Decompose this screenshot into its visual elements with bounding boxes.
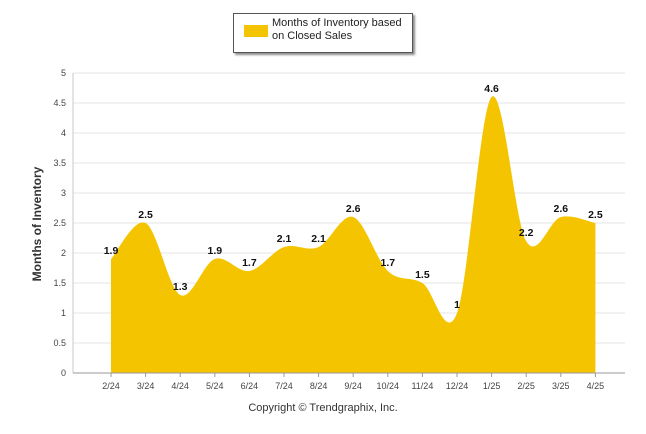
- legend: Months of Inventory based on Closed Sale…: [233, 13, 413, 53]
- data-label: 2.5: [588, 209, 603, 221]
- data-label: 1.7: [380, 257, 395, 269]
- x-tick-label: 3/24: [137, 381, 155, 391]
- data-label: 1.9: [104, 245, 119, 257]
- data-label: 2.1: [277, 233, 292, 245]
- x-tick-label: 6/24: [241, 381, 259, 391]
- x-tick-label: 7/24: [275, 381, 293, 391]
- x-tick-label: 4/24: [171, 381, 189, 391]
- area-series: [111, 96, 596, 373]
- y-tick-label: 0.5: [53, 338, 66, 348]
- x-tick-label: 1/25: [483, 381, 501, 391]
- y-axis-label: Months of Inventory: [30, 166, 44, 281]
- x-tick-label: 8/24: [310, 381, 328, 391]
- x-tick-label: 2/24: [102, 381, 120, 391]
- copyright-text: Copyright © Trendgraphix, Inc.: [248, 402, 398, 414]
- data-labels: 1.9 2.5 1.3 1.9 1.7 2.1 2.1 2.6 1.7 1.5 1 4.6 2.2 2.6…: [104, 83, 603, 311]
- data-label: 2.1: [311, 233, 326, 245]
- x-tick-label: 4/25: [587, 381, 605, 391]
- x-tick-label: 5/24: [206, 381, 224, 391]
- area-fill: [111, 96, 596, 373]
- y-tick-label: 1.5: [53, 278, 66, 288]
- x-tick-label: 3/25: [552, 381, 570, 391]
- y-tick-label: 3: [61, 188, 66, 198]
- legend-swatch: [244, 25, 268, 37]
- x-tick-label: 12/24: [446, 381, 469, 391]
- axes: 0 0.5 1 1.5 2 2.5 3 3.5 4 4.5 5 2/24 3/24 4/24 5/24 6/2…: [53, 68, 625, 391]
- x-tick-label: 10/24: [377, 381, 400, 391]
- data-label: 4.6: [484, 83, 499, 95]
- legend-label: Months of Inventory based on Closed Sale…: [272, 17, 402, 42]
- data-label: 2.5: [138, 209, 153, 221]
- y-tick-label: 4: [61, 128, 66, 138]
- data-label: 1: [454, 299, 460, 311]
- data-label: 1.5: [415, 269, 430, 281]
- data-label: 2.2: [519, 227, 534, 239]
- x-tick-label: 11/24: [411, 381, 433, 391]
- x-tick-label: 2/25: [517, 381, 535, 391]
- y-tick-label: 2.5: [53, 218, 66, 228]
- data-label: 1.3: [173, 281, 188, 293]
- y-tick-label: 0: [61, 368, 66, 378]
- data-label: 2.6: [553, 203, 568, 215]
- data-label: 1.7: [242, 257, 257, 269]
- data-label: 1.9: [207, 245, 222, 257]
- y-tick-label: 4.5: [53, 98, 66, 108]
- y-tick-label: 3.5: [53, 158, 66, 168]
- y-tick-label: 5: [61, 68, 66, 78]
- data-label: 2.6: [346, 203, 361, 215]
- x-tick-label: 9/24: [344, 381, 362, 391]
- y-tick-label: 1: [61, 308, 66, 318]
- y-tick-label: 2: [61, 248, 66, 258]
